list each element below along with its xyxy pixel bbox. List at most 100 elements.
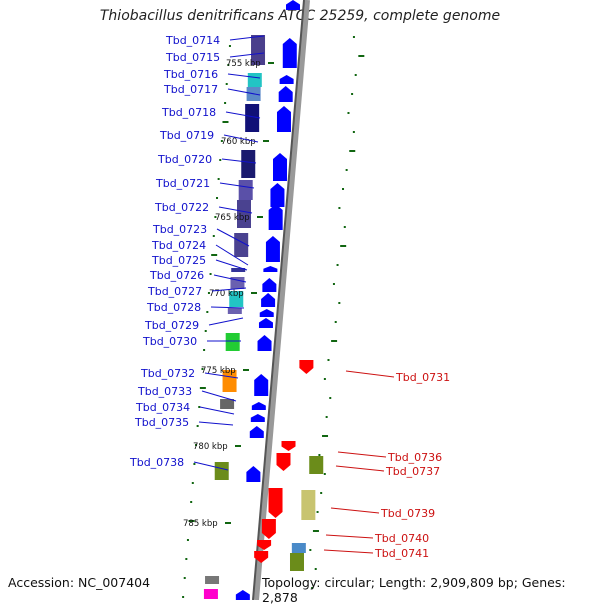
- gc-dot-right: [336, 264, 339, 266]
- forward-gene: [246, 466, 261, 482]
- gc-dot-left: [228, 45, 231, 47]
- gc-dot-left: [185, 558, 188, 560]
- left-gene-label: Tbd_0730: [142, 335, 197, 348]
- left-label-line: [227, 88, 261, 96]
- forward-gene: [279, 75, 294, 84]
- left-gene-label: Tbd_0717: [163, 83, 218, 96]
- kbp-label: 770 kbp: [209, 289, 244, 299]
- gc-dot-right: [349, 150, 356, 152]
- left-label-line: [213, 274, 247, 283]
- right-gene-label: Tbd_0741: [374, 547, 429, 560]
- left-label-line: [198, 421, 234, 426]
- gc-dot-right: [327, 359, 330, 361]
- cog-block: [238, 180, 253, 200]
- right-label-line: [325, 534, 374, 539]
- left-label-line: [218, 206, 253, 214]
- left-label-line: [216, 228, 250, 247]
- forward-gene: [276, 106, 291, 132]
- left-label-line: [208, 317, 244, 326]
- forward-gene: [270, 183, 285, 207]
- cog-block: [251, 35, 266, 65]
- cog-block: [234, 233, 249, 257]
- cog-block-right: [291, 543, 306, 553]
- reverse-gene: [299, 360, 314, 374]
- gc-dot-left: [209, 273, 212, 275]
- gc-dot-left: [222, 121, 229, 123]
- left-label-line: [215, 259, 248, 271]
- reverse-gene-track: [254, 360, 324, 571]
- gc-dot-right: [320, 492, 323, 494]
- gc-dot-right: [312, 530, 319, 532]
- left-gene-label: Tbd_0738: [129, 456, 184, 469]
- forward-gene: [262, 278, 277, 292]
- left-gene-label: Tbd_0735: [134, 416, 189, 429]
- left-label-line: [211, 287, 247, 292]
- right-gene-label: Tbd_0739: [380, 507, 435, 520]
- summary-text: Topology: circular; Length: 2,909,809 bp…: [262, 575, 566, 605]
- gc-dot-left: [219, 159, 222, 161]
- gc-dot-right: [325, 416, 328, 418]
- kbp-label: 765 kbp: [215, 213, 250, 223]
- right-label-lines: [323, 370, 395, 554]
- backbone-shadow: [253, 0, 310, 600]
- cog-block: [229, 291, 244, 307]
- gc-dot-track: [182, 36, 365, 598]
- left-gene-label: Tbd_0722: [154, 201, 209, 214]
- kbp-scale: 755 kbp 760 kbp 765 kbp 770 kbp 775 kbp 780 k…: [183, 59, 274, 529]
- forward-gene: [249, 426, 264, 438]
- forward-gene: [263, 266, 278, 272]
- cog-block: [241, 150, 256, 178]
- gc-dot-right: [345, 169, 348, 171]
- gc-dot-left: [183, 577, 186, 579]
- left-gene-label: Tbd_0723: [152, 223, 207, 236]
- cog-block: [203, 589, 218, 599]
- gc-dot-left: [206, 311, 209, 313]
- gc-dot-left: [201, 368, 204, 370]
- gc-dot-left: [203, 349, 206, 351]
- gc-dot-left: [211, 254, 218, 256]
- right-gene-label: Tbd_0736: [387, 451, 442, 464]
- gc-dot-right: [323, 473, 326, 475]
- genome-backbone: [252, 0, 310, 600]
- reverse-gene: [261, 519, 276, 539]
- left-label-line: [215, 244, 249, 266]
- forward-gene: [258, 318, 273, 328]
- gc-dot-left: [224, 102, 227, 104]
- forward-gene: [272, 153, 287, 181]
- left-gene-label: Tbd_0728: [146, 301, 201, 314]
- cog-block: [220, 399, 235, 409]
- forward-gene: [261, 293, 276, 307]
- forward-gene: [286, 0, 300, 10]
- gc-dot-right: [334, 321, 337, 323]
- reverse-gene: [268, 488, 283, 518]
- cog-block: [237, 200, 251, 228]
- left-gene-label: Tbd_0715: [165, 51, 220, 64]
- right-gene-label: Tbd_0737: [385, 465, 440, 478]
- left-label-line: [229, 52, 265, 58]
- gc-dot-right: [342, 188, 345, 190]
- left-gene-label: Tbd_0725: [151, 254, 206, 267]
- reverse-gene: [257, 540, 272, 550]
- cog-block: [231, 268, 246, 272]
- cog-block-track: [203, 35, 266, 599]
- reverse-gene: [276, 453, 291, 471]
- cog-block: [245, 104, 260, 132]
- gc-dot-left: [225, 83, 228, 85]
- gc-dot-right: [358, 55, 365, 57]
- kbp-label: 760 kbp: [221, 137, 256, 147]
- gc-dot-left: [199, 387, 206, 389]
- right-gene-label: Tbd_0731: [395, 371, 450, 384]
- gc-dot-right: [318, 454, 321, 456]
- cog-block: [214, 462, 229, 480]
- gc-dot-left: [193, 463, 196, 465]
- left-label-line: [229, 35, 265, 41]
- gc-dot-left: [214, 216, 217, 218]
- gc-dot-left: [188, 520, 195, 522]
- forward-gene: [250, 414, 265, 422]
- gc-dot-left: [186, 539, 189, 541]
- gc-dot-left: [182, 596, 185, 598]
- cog-block-right: [309, 456, 324, 474]
- kbp-label: 780 kbp: [193, 442, 228, 452]
